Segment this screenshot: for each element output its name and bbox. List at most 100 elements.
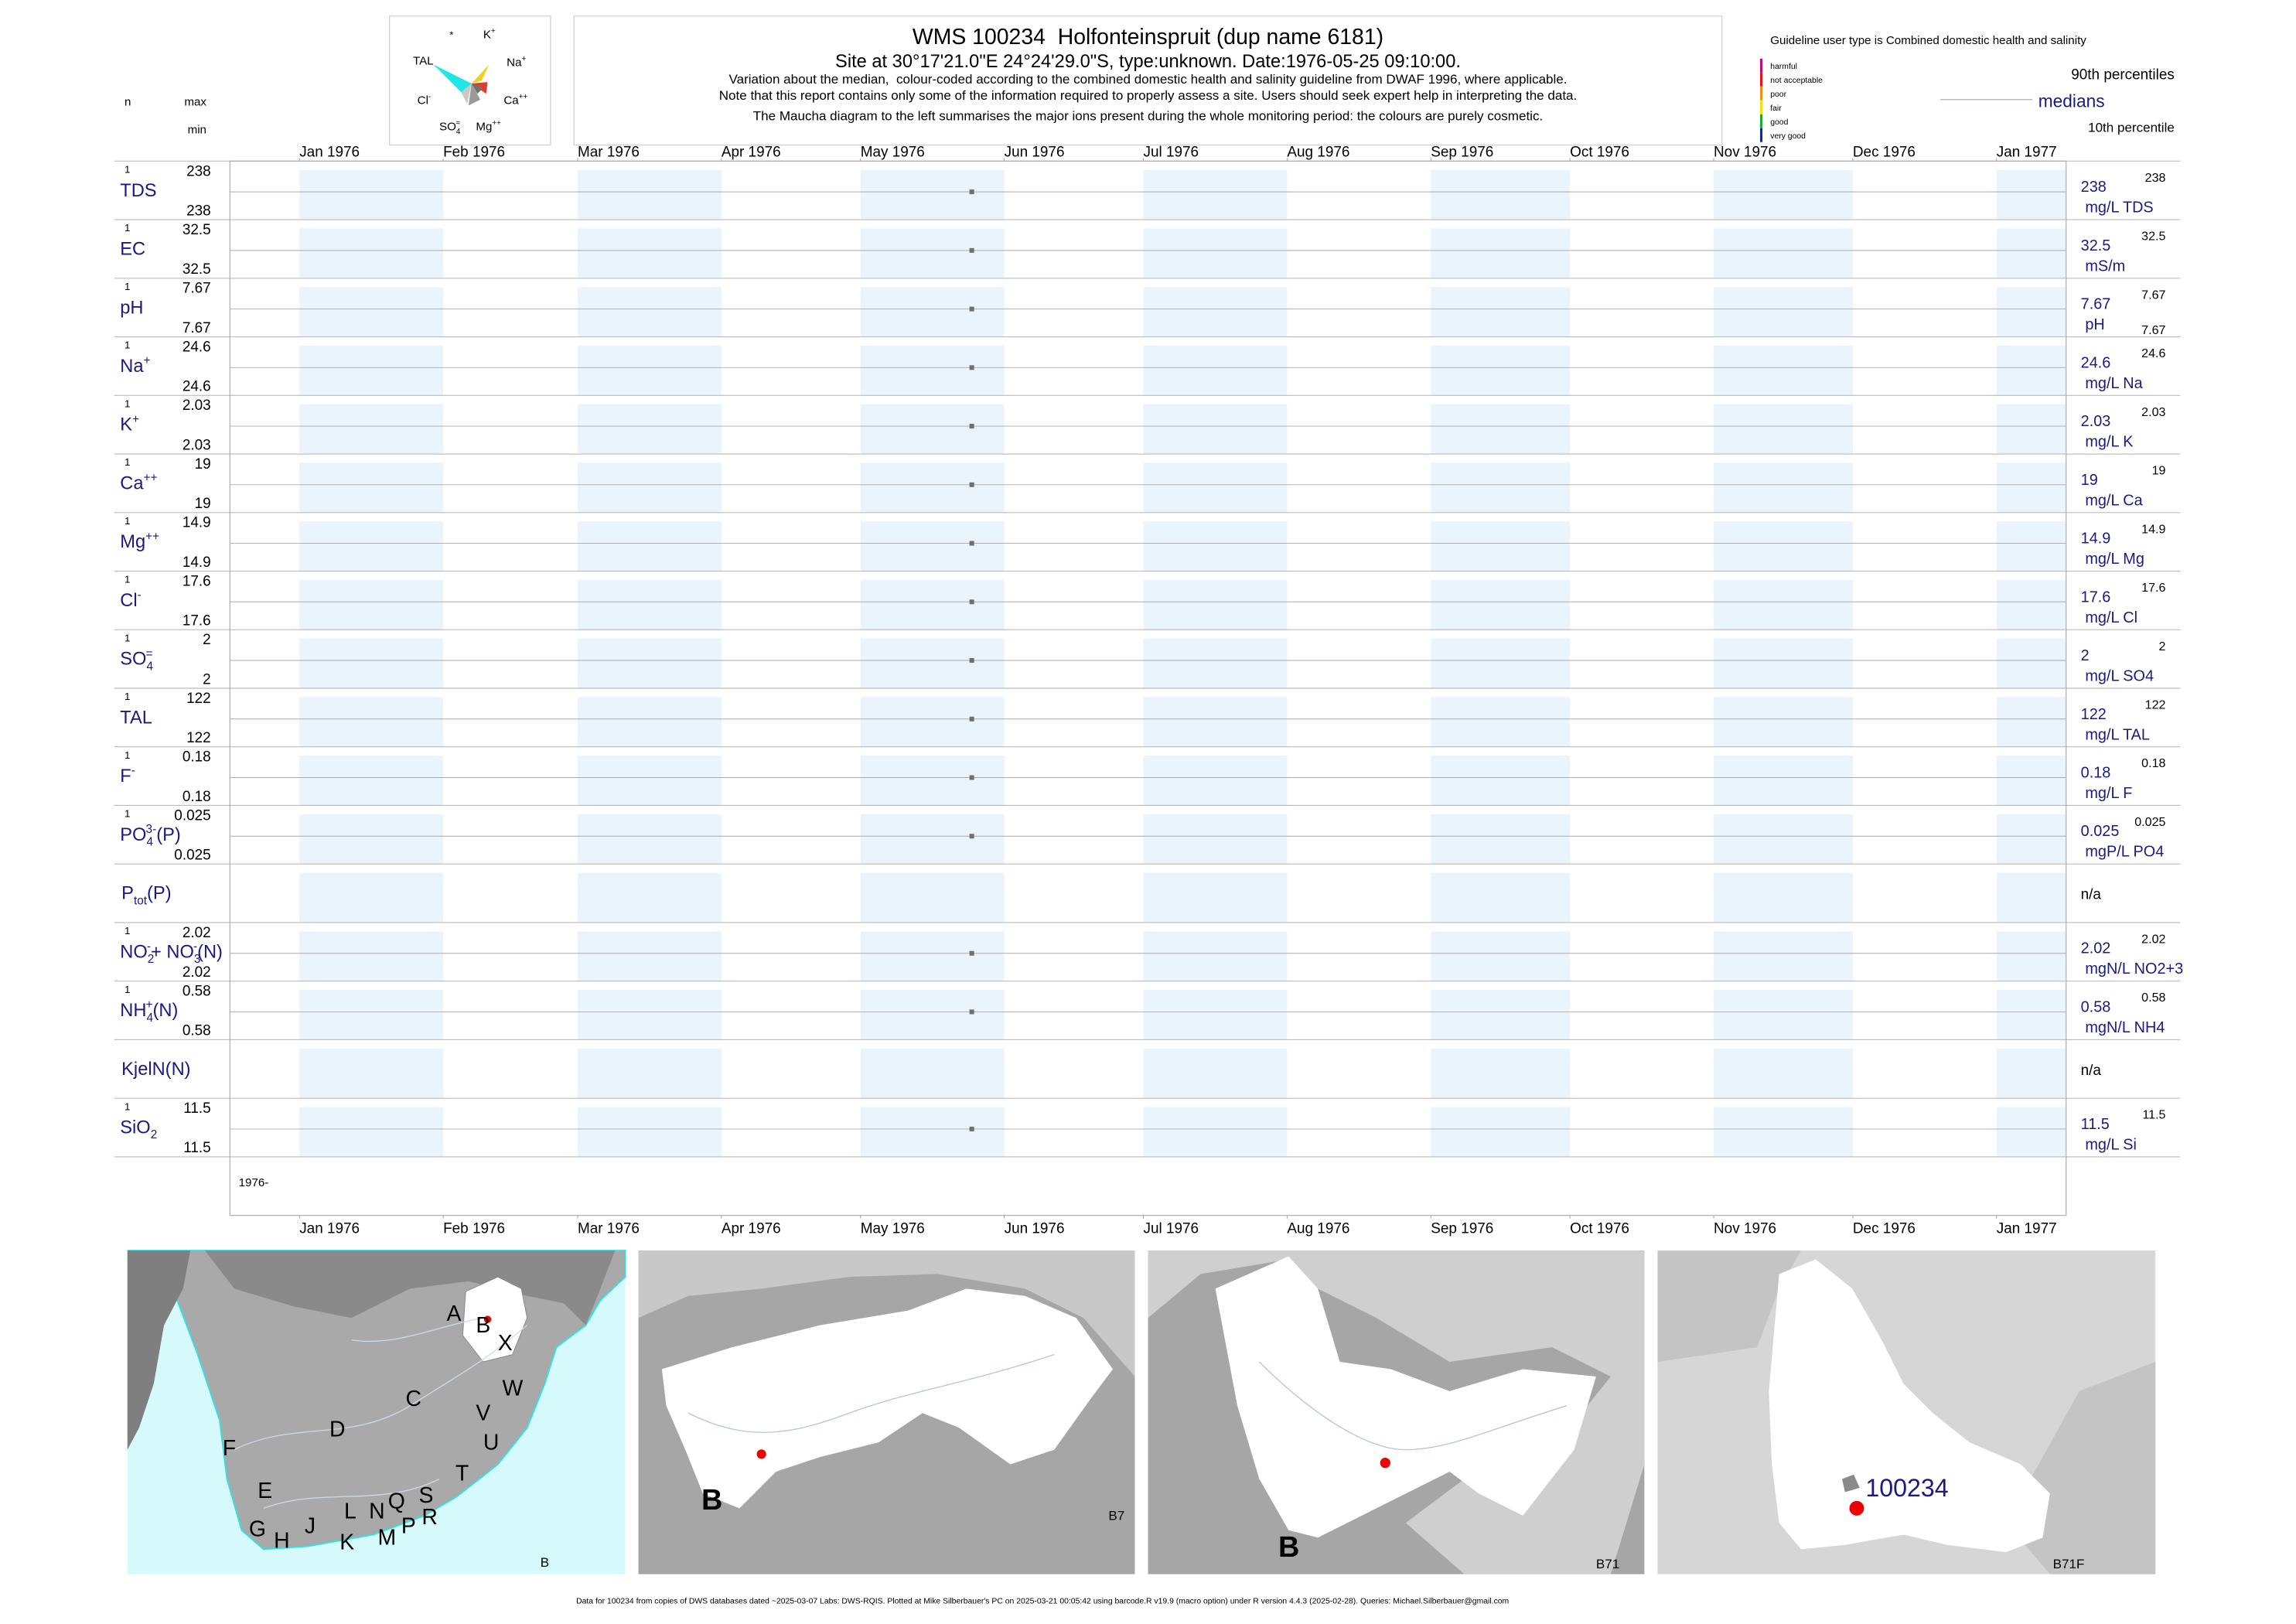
- month-shade: [860, 1048, 1005, 1099]
- month-shade: [1996, 931, 2066, 981]
- n-value: 1: [125, 281, 130, 292]
- month-shade: [860, 521, 1005, 571]
- unit-label: pH: [2085, 316, 2104, 333]
- note: Note that this report contains only some…: [719, 88, 1578, 103]
- month-shade: [577, 404, 722, 455]
- n-value: 1: [125, 1100, 130, 1112]
- plot-frame: [229, 160, 2067, 1216]
- row-label: Cl-: [120, 589, 141, 611]
- n-value: 1: [125, 163, 130, 175]
- label-part: 3: [194, 953, 201, 966]
- min-value: 7.67: [183, 320, 211, 336]
- row-label: F-: [120, 764, 135, 786]
- month-shade: [1996, 872, 2066, 923]
- label-part: =: [455, 119, 460, 128]
- catchment: [661, 1288, 1114, 1509]
- row-label: EC: [120, 240, 145, 260]
- max-value: 14.9: [183, 515, 211, 531]
- map-letter: U: [483, 1431, 500, 1455]
- month-shade: [577, 228, 722, 278]
- month-shade: [577, 521, 722, 571]
- legend-class-label: not acceptable: [1770, 77, 1823, 85]
- month-shade: [1996, 287, 2066, 337]
- p90-value: 2.03: [2141, 405, 2165, 419]
- month-shade: [860, 287, 1005, 337]
- maucha-sector: [433, 64, 472, 97]
- median-value: 7.67: [2081, 296, 2111, 313]
- note: The Maucha diagram to the left summarise…: [753, 108, 1543, 123]
- maucha-box: [389, 15, 551, 146]
- data-point: [969, 541, 974, 546]
- map-letter: S: [419, 1483, 434, 1508]
- label-part: Ca: [503, 94, 519, 107]
- footer: Data for 100234 from copies of DWS datab…: [576, 1597, 1509, 1605]
- month-shade: [577, 579, 722, 630]
- month-shade: [577, 1107, 722, 1157]
- min-value: 19: [195, 496, 211, 512]
- map-letter: P: [401, 1514, 416, 1539]
- rivers: [234, 1317, 528, 1509]
- month-shade: [299, 404, 444, 455]
- row-label: NO2-+ NO3-(N): [120, 940, 223, 966]
- x-tick-label: Aug 1976: [1287, 1220, 1349, 1237]
- month-shade: [1714, 872, 1853, 923]
- note: Variation about the median, colour-coded…: [729, 72, 1568, 87]
- legend-class-label: good: [1770, 118, 1788, 127]
- map-letter: W: [502, 1377, 523, 1401]
- label-part: pH: [120, 298, 143, 318]
- month-shade: [577, 931, 722, 981]
- map-letter: L: [344, 1499, 357, 1524]
- unit-label: mg/L K: [2085, 434, 2134, 451]
- min-value: 0.025: [174, 848, 210, 864]
- median-value: 17.6: [2081, 589, 2111, 606]
- month-shade: [1996, 462, 2066, 513]
- month-shade: [299, 345, 444, 396]
- month-shade: [860, 462, 1005, 513]
- month-shade: [1431, 404, 1571, 455]
- label-part: TDS: [120, 181, 156, 201]
- legend-swatch: [1759, 114, 1763, 128]
- month-shade: [860, 638, 1005, 688]
- na-label: n/a: [2081, 1063, 2102, 1079]
- month-shade: [1996, 579, 2066, 630]
- median-value: 2.03: [2081, 413, 2111, 430]
- label-part: -: [138, 589, 142, 602]
- n-value: 1: [125, 808, 130, 820]
- site-polygon: [1842, 1474, 1860, 1493]
- month-shade: [860, 697, 1005, 747]
- month-shade: [1714, 814, 1853, 865]
- maucha-label: SO4=: [439, 119, 461, 136]
- month-shade: [1431, 638, 1571, 688]
- month-shade: [1714, 638, 1853, 688]
- month-shade: [577, 638, 722, 688]
- map-letter: T: [455, 1461, 469, 1486]
- legend-swatch: [1759, 100, 1763, 114]
- max-value: 0.58: [183, 984, 211, 1000]
- unit-label: mS/m: [2085, 258, 2125, 275]
- month-shade: [1996, 521, 2066, 571]
- min-value: 122: [186, 730, 211, 746]
- map-letter: M: [378, 1526, 397, 1551]
- label-part: +: [132, 413, 139, 426]
- p90-value: 0.58: [2141, 991, 2165, 1005]
- month-shade: [860, 345, 1005, 396]
- month-shade: [1996, 756, 2066, 806]
- label-part: -: [193, 940, 197, 953]
- map-letter: V: [476, 1401, 490, 1426]
- max-header: max: [184, 95, 206, 108]
- unit-label: mg/L TDS: [2085, 200, 2153, 217]
- median-value: 11.5: [2081, 1116, 2110, 1133]
- legend-class-label: poor: [1770, 90, 1786, 99]
- data-point: [969, 189, 974, 195]
- month-shade: [1143, 287, 1288, 337]
- row-label: pH: [120, 298, 143, 318]
- map-corner-label: B7: [1108, 1509, 1124, 1523]
- month-shade: [299, 1107, 444, 1157]
- maucha-label: K+: [483, 27, 496, 41]
- month-shade: [1714, 1107, 1853, 1157]
- label-part: NH: [120, 1001, 146, 1021]
- x-tick-label: Jan 1977: [1997, 1220, 2057, 1237]
- month-shade: [577, 1048, 722, 1099]
- label-part: SO: [120, 650, 146, 670]
